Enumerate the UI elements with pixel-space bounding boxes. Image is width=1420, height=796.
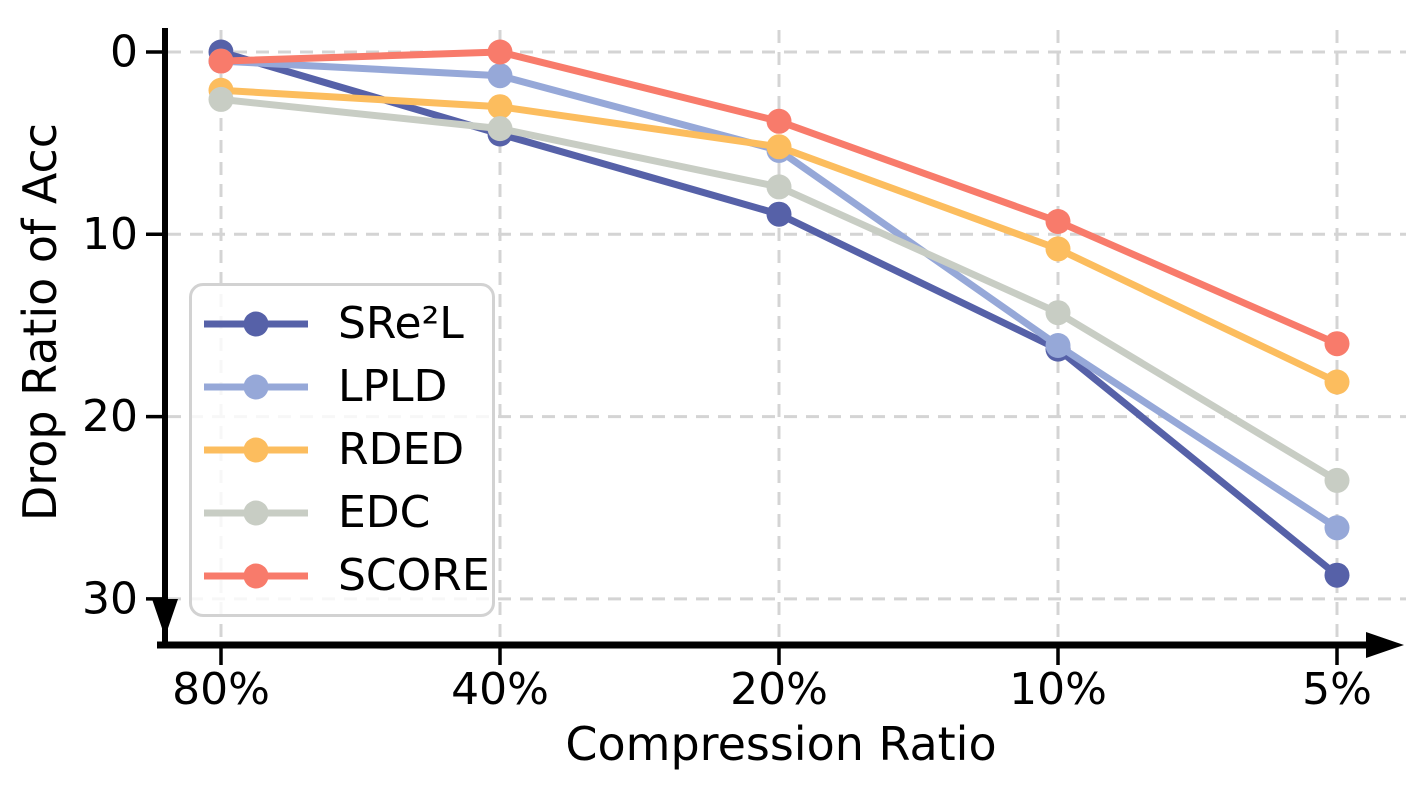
- x-tick-label: 5%: [1302, 664, 1372, 715]
- legend-swatch-icon: [204, 500, 308, 526]
- data-point: [1324, 369, 1350, 395]
- legend-item: SRe²L: [200, 293, 492, 355]
- legend-label: RDED: [338, 424, 465, 475]
- data-point: [1045, 209, 1071, 234]
- y-tick-label: 20: [82, 391, 138, 442]
- legend-item: SCORE: [200, 545, 492, 607]
- y-axis-arrow-icon: [152, 599, 178, 637]
- y-tick-label: 10: [82, 209, 138, 260]
- data-point: [766, 134, 792, 160]
- legend-swatch-icon: [204, 563, 308, 589]
- legend-item: LPLD: [200, 356, 492, 418]
- data-point: [1045, 236, 1071, 262]
- y-tick-label: 0: [110, 27, 138, 78]
- data-point: [1045, 333, 1071, 358]
- data-point: [766, 174, 792, 200]
- y-axis-title: Drop Ratio of Acc: [13, 122, 67, 522]
- legend-item: EDC: [200, 482, 492, 544]
- legend-label: SCORE: [338, 550, 490, 601]
- legend-swatch-icon: [204, 374, 308, 400]
- data-point: [766, 201, 792, 227]
- data-point: [1324, 467, 1350, 493]
- x-tick-label: 20%: [730, 664, 828, 715]
- data-point: [1324, 562, 1350, 588]
- data-point: [487, 94, 513, 120]
- data-point: [1324, 331, 1350, 357]
- x-tick-label: 80%: [172, 664, 270, 715]
- y-tick-label: 30: [82, 573, 138, 624]
- x-axis-arrow-icon: [1366, 632, 1404, 658]
- legend: SRe²L LPLD RDED EDC SCORE: [189, 283, 495, 617]
- data-point: [1045, 300, 1071, 326]
- data-point: [208, 86, 234, 112]
- data-point: [487, 39, 513, 65]
- x-tick-label: 10%: [1009, 664, 1107, 715]
- data-point: [1324, 515, 1350, 541]
- x-axis-title: Compression Ratio: [565, 717, 997, 771]
- legend-label: EDC: [338, 487, 431, 538]
- legend-label: SRe²L: [338, 298, 464, 349]
- data-point: [487, 116, 513, 142]
- data-point: [208, 48, 234, 74]
- x-tick-label: 40%: [451, 664, 549, 715]
- legend-label: LPLD: [338, 361, 448, 412]
- data-point: [766, 108, 792, 134]
- data-point: [487, 63, 513, 89]
- legend-swatch-icon: [204, 311, 308, 337]
- legend-swatch-icon: [204, 437, 308, 463]
- legend-item: RDED: [200, 419, 492, 481]
